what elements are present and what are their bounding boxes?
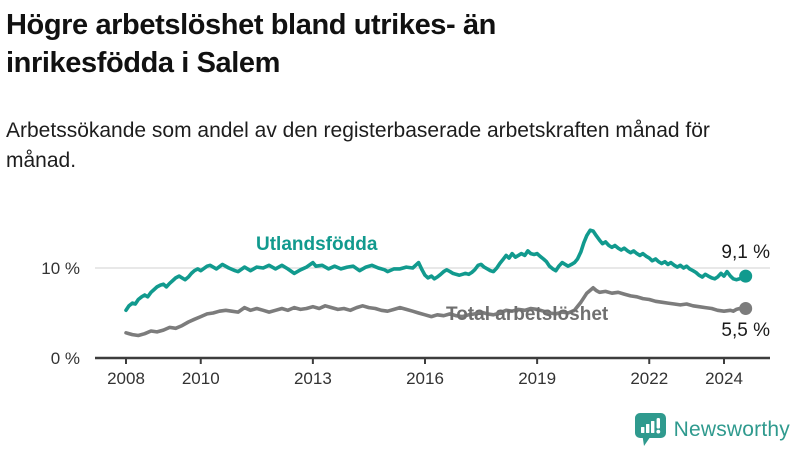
bar-chart-speech-bubble-icon bbox=[634, 412, 667, 448]
newsworthy-logo[interactable]: Newsworthy bbox=[634, 412, 790, 448]
x-tick-label: 2019 bbox=[518, 369, 556, 388]
series-line-total bbox=[124, 285, 748, 338]
y-tick-label: 0 % bbox=[51, 349, 80, 368]
y-tick-label: 10 % bbox=[41, 259, 80, 278]
series-label-total-arbetsloshet: Total arbetslöshet bbox=[446, 304, 609, 325]
end-value-total: 5,5 % bbox=[721, 320, 770, 341]
series-end-dot-total bbox=[739, 302, 753, 315]
end-value-utlandsfodda: 9,1 % bbox=[721, 242, 770, 263]
x-tick-label: 2024 bbox=[705, 369, 743, 388]
newsworthy-logo-text: Newsworthy bbox=[673, 418, 790, 441]
x-tick-label: 2022 bbox=[630, 369, 668, 388]
x-tick-label: 2016 bbox=[406, 369, 444, 388]
x-tick-label: 2008 bbox=[107, 369, 145, 388]
chart-subtitle: Arbetssökande som andel av den registerb… bbox=[6, 119, 710, 173]
x-tick-label: 2013 bbox=[294, 369, 332, 388]
series-line-utlandsfodda bbox=[124, 228, 748, 313]
series-end-dot-utlandsfodda bbox=[739, 269, 753, 283]
series-label-utlandsfodda: Utlandsfödda bbox=[256, 234, 378, 255]
x-tick-label: 2010 bbox=[182, 369, 220, 388]
page-title: Högre arbetslöshet bland utrikes- än inr… bbox=[6, 9, 496, 80]
